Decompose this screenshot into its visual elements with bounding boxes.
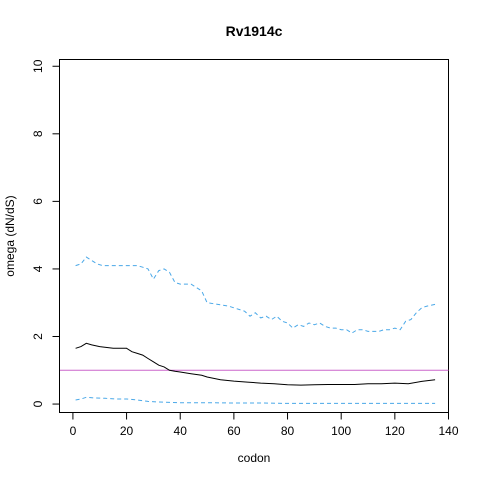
x-tick-label: 140	[438, 424, 458, 438]
x-tick-label: 80	[281, 424, 295, 438]
y-axis: 0 2 4 6 8 10	[31, 59, 60, 407]
series-line-upper	[75, 256, 436, 334]
x-tick-label: 20	[120, 424, 134, 438]
x-tick-label: 120	[385, 424, 405, 438]
series-layer	[75, 256, 436, 404]
x-tick-label: 100	[331, 424, 351, 438]
y-tick-label: 10	[31, 59, 45, 73]
x-tick-label: 60	[227, 424, 241, 438]
plot-frame	[59, 59, 449, 413]
y-tick-label: 2	[31, 333, 45, 340]
series-line-estimate	[75, 342, 436, 386]
y-axis-label: omega (dN/dS)	[3, 195, 17, 276]
y-tick-label: 0	[31, 400, 45, 407]
y-tick-label: 6	[31, 198, 45, 205]
x-tick-label: 0	[70, 424, 77, 438]
x-tick-label: 40	[174, 424, 188, 438]
x-axis: 0 20 40 60 80 100 120 140	[70, 412, 459, 438]
y-tick-label: 8	[31, 130, 45, 137]
y-tick-label: 4	[31, 265, 45, 272]
chart-title: Rv1914c	[226, 23, 283, 39]
x-axis-label: codon	[238, 451, 271, 465]
series-line-lower	[75, 396, 436, 404]
